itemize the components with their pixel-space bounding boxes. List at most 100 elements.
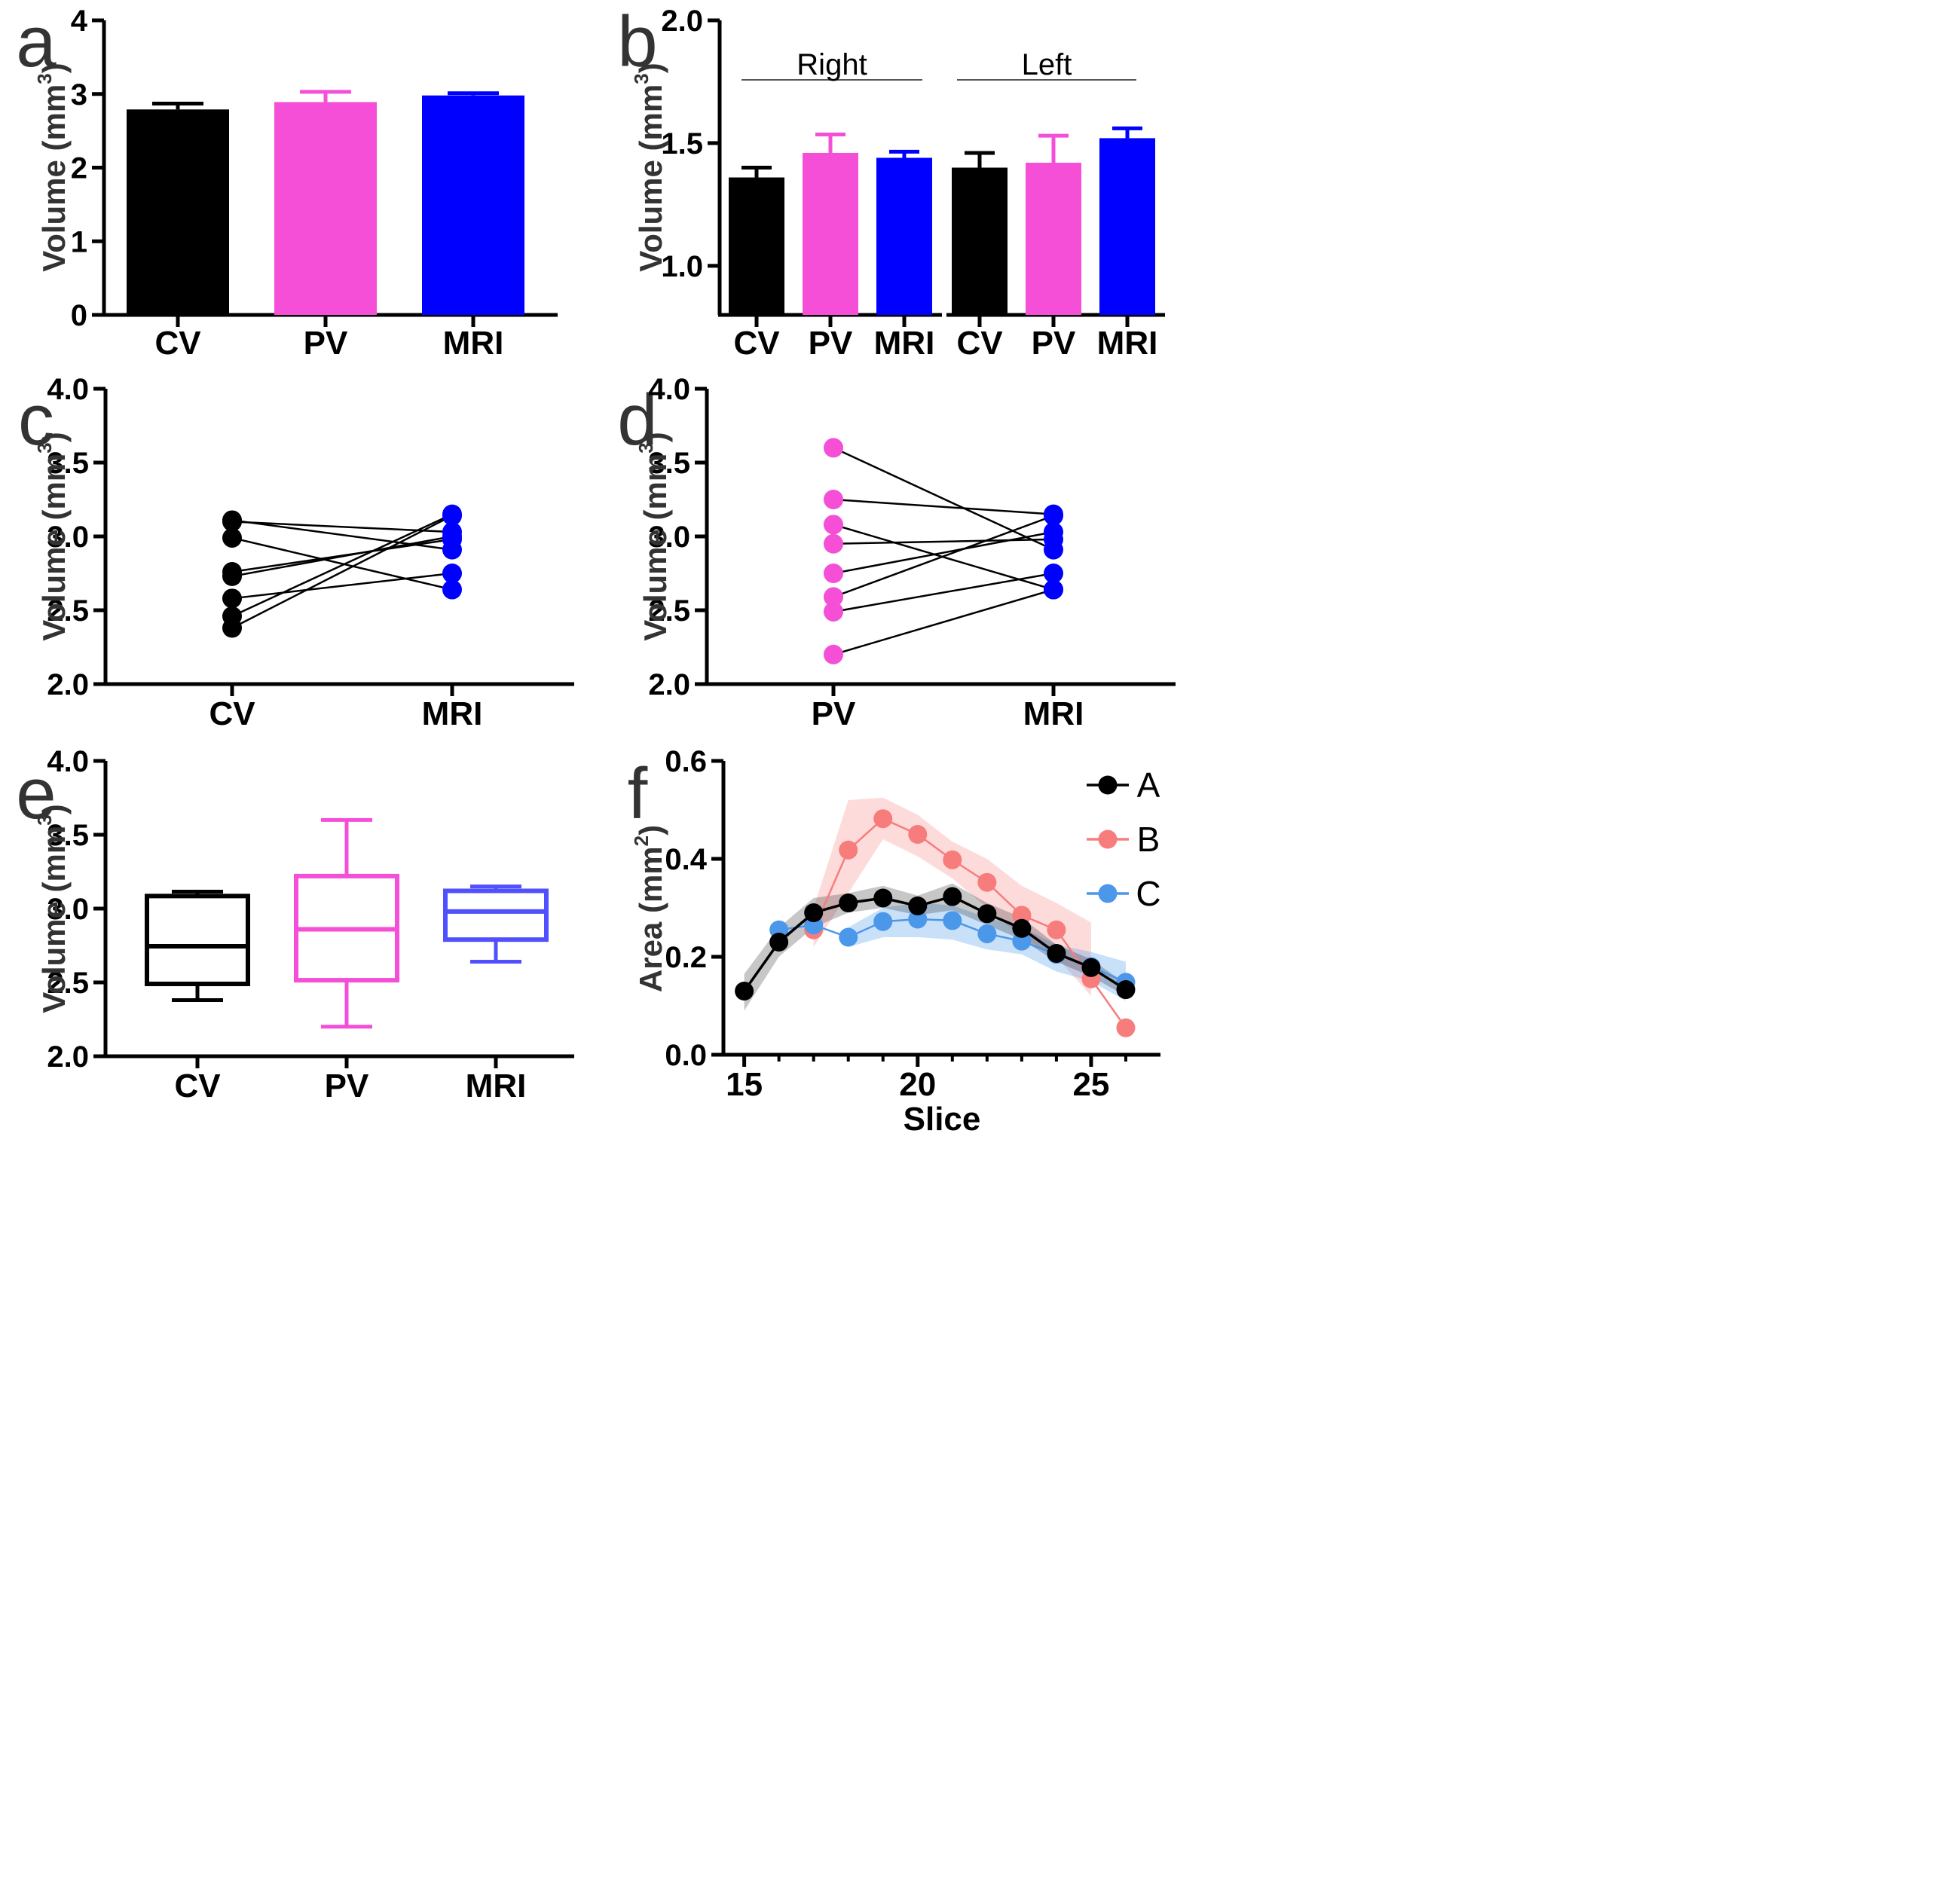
x-tick-label: 25 [1072, 1066, 1109, 1103]
data-point [804, 903, 824, 922]
y-tick-label: 3.5 [47, 447, 89, 480]
y-axis-label-close: ) [638, 432, 673, 442]
data-point [908, 825, 928, 844]
legend-marker [1098, 884, 1118, 903]
x-tick-label: CV [174, 1068, 221, 1104]
data-point [977, 872, 997, 892]
data-point [943, 887, 962, 906]
y-axis-label-superscript: 3 [33, 73, 56, 84]
x-tick-label: PV [1032, 325, 1076, 362]
data-point [908, 909, 928, 929]
data-point [222, 618, 242, 638]
y-axis-label-superscript: 3 [33, 814, 56, 825]
error-band [744, 883, 1126, 1011]
x-tick-label: 15 [726, 1066, 763, 1103]
y-axis-label-close: ) [36, 804, 72, 814]
x-tick-label: CV [209, 695, 255, 732]
data-point [735, 982, 754, 1000]
y-tick-label: 0.2 [665, 941, 707, 974]
legend-label: B [1137, 820, 1160, 859]
panel-e: e 2.0 2.5 3.0 3.5 4.0 Volume (mm3) CV PV MRI [16, 745, 574, 1104]
y-tick-label: 3.0 [47, 893, 89, 926]
y-axis-label-text: Volume (mm [633, 84, 668, 272]
y-axis-label: Volume (mm3) [33, 63, 72, 271]
y-tick-label: 1 [71, 225, 87, 258]
data-point [873, 809, 893, 829]
data-point [1116, 1018, 1136, 1037]
legend-label: C [1136, 874, 1160, 913]
panel-c: c 2.0 2.5 3.0 3.5 4.0 Volume (mm3) CV MRI [18, 373, 574, 732]
legend-label: A [1137, 765, 1160, 805]
panel-label-f: f [628, 753, 648, 834]
y-tick-label: 2.5 [648, 594, 690, 628]
y-tick-label: 0.0 [665, 1039, 707, 1072]
y-tick-label: 3.5 [47, 819, 89, 852]
pair-line [231, 535, 453, 578]
data-point [442, 506, 462, 526]
y-tick-label: 4.0 [47, 373, 89, 406]
data-point [977, 904, 997, 924]
pair-line [833, 572, 1054, 613]
data-point [1116, 980, 1136, 1000]
data-point [1044, 522, 1063, 542]
x-tick-label: MRI [1097, 325, 1158, 362]
x-tick-label: MRI [874, 325, 935, 362]
pair-line [231, 536, 453, 591]
data-point [1044, 564, 1063, 583]
panel-label-c: c [18, 380, 54, 460]
data-point [873, 888, 893, 908]
box [443, 888, 549, 942]
x-tick-label: CV [956, 325, 1003, 362]
data-point [1047, 943, 1066, 963]
x-tick-label: MRI [1023, 695, 1084, 732]
pair-line [833, 447, 1054, 551]
bar [803, 152, 858, 315]
error-band [813, 797, 1091, 996]
y-tick-label: 2 [71, 152, 87, 185]
y-tick-label: 0.6 [665, 745, 707, 778]
data-point [824, 490, 843, 509]
data-point [1012, 918, 1032, 938]
bar [274, 102, 377, 315]
x-tick-label: PV [304, 325, 348, 362]
box [145, 894, 250, 986]
y-axis-label-text: Volume (mm [36, 826, 72, 1013]
pair-line [833, 515, 1054, 598]
y-tick-label: 2.5 [47, 967, 89, 1000]
x-tick-label: MRI [422, 695, 483, 732]
bar [729, 177, 784, 315]
data-point [839, 840, 858, 860]
x-tick-label: MRI [443, 325, 504, 362]
y-tick-label: 3.5 [648, 447, 690, 480]
y-tick-label: 3.0 [47, 521, 89, 554]
x-tick-label: PV [809, 325, 853, 362]
bar [422, 95, 524, 315]
data-point [222, 566, 242, 586]
group-label: Left [1022, 48, 1072, 81]
y-axis-label-superscript: 2 [630, 836, 653, 846]
x-tick-label: MRI [466, 1068, 527, 1104]
y-axis-label-text: Volume (mm [36, 454, 72, 641]
group-label: Right [797, 48, 867, 81]
data-point [824, 533, 843, 554]
pair-line [833, 530, 1054, 575]
y-tick-label: 2.0 [47, 668, 89, 701]
series-line [812, 817, 1127, 1028]
data-point [908, 896, 928, 915]
panel-label-e: e [16, 753, 56, 834]
data-point [442, 564, 462, 583]
data-point [1044, 506, 1063, 526]
legend-marker [1098, 829, 1118, 849]
panel-label-a: a [16, 2, 57, 82]
pair-line [833, 498, 1054, 515]
y-tick-label: 0 [71, 299, 87, 332]
data-point [442, 579, 462, 600]
data-point [222, 588, 242, 609]
y-tick-label: 1.0 [661, 250, 703, 283]
y-axis-label-text: Area (mm [633, 846, 668, 992]
data-point [824, 564, 843, 583]
panel-label-d: d [617, 380, 657, 460]
y-axis-label: Volume (mm3) [634, 432, 673, 640]
y-tick-label: 2.0 [648, 668, 690, 701]
y-tick-label: 4.0 [47, 745, 89, 778]
